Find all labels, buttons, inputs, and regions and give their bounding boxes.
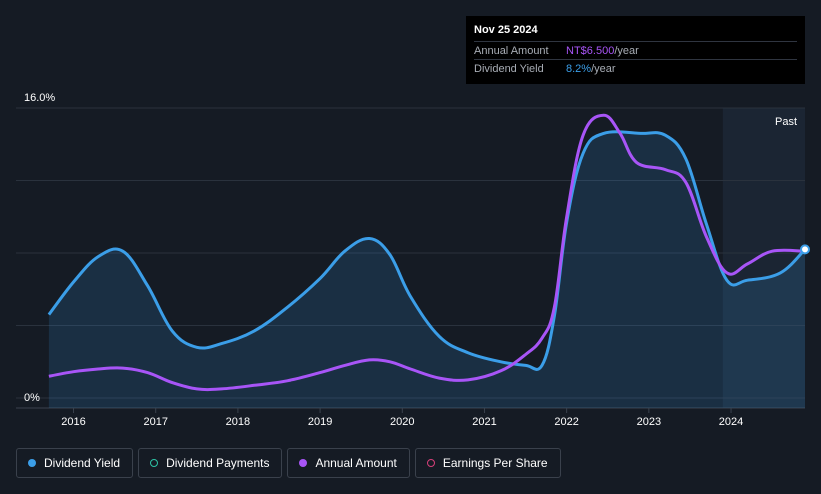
legend-annual-amount[interactable]: Annual Amount — [287, 448, 410, 478]
end-marker — [800, 244, 810, 255]
tooltip-date: Nov 25 2024 — [474, 24, 538, 36]
x-axis: 2016 2017 2018 2019 2020 2021 2022 2023 2024 — [61, 408, 743, 428]
legend-dot-icon — [426, 459, 435, 467]
tooltip-key: Dividend Yield — [474, 62, 544, 75]
y-tick-label-bottom: 0% — [24, 392, 40, 404]
x-tick-label: 2018 — [226, 416, 250, 428]
legend-dividend-payments[interactable]: Dividend Payments — [138, 448, 283, 478]
x-tick-label: 2020 — [390, 416, 414, 428]
x-tick-label: 2019 — [308, 416, 332, 428]
x-tick-label: 2022 — [554, 416, 578, 428]
legend-label: Dividend Payments — [166, 456, 270, 470]
tooltip-row-annual-amount: Annual Amount NT$6.500 /year — [474, 41, 797, 59]
tooltip-value: 8.2% — [566, 62, 592, 75]
legend-label: Earnings Per Share — [442, 456, 548, 470]
tooltip: Nov 25 2024 Annual Amount NT$6.500 /year… — [466, 16, 805, 84]
dividend-yield-line — [47, 130, 807, 371]
legend: Dividend Yield Dividend Payments Annual … — [16, 448, 561, 480]
legend-label: Annual Amount — [315, 456, 397, 470]
tooltip-unit: /year — [591, 62, 616, 75]
y-tick-label-top: 16.0% — [24, 92, 55, 104]
legend-dot-icon — [150, 459, 159, 467]
tooltip-unit: /year — [614, 44, 639, 57]
x-tick-label: 2017 — [143, 416, 167, 428]
gridlines — [16, 107, 805, 409]
x-tick-label: 2024 — [719, 416, 743, 428]
tooltip-key: Annual Amount — [474, 44, 549, 57]
x-tick-label: 2023 — [637, 416, 661, 428]
legend-dividend-yield[interactable]: Dividend Yield — [16, 448, 134, 478]
tooltip-row-dividend-yield: Dividend Yield 8.2% /year — [474, 59, 797, 77]
annual-amount-line — [48, 113, 806, 392]
legend-earnings-per-share[interactable]: Earnings Per Share — [414, 448, 561, 478]
legend-dot-icon — [28, 459, 36, 467]
x-tick-label: 2016 — [61, 416, 85, 428]
x-tick-label: 2021 — [472, 416, 496, 428]
legend-label: Dividend Yield — [44, 456, 121, 470]
legend-dot-icon — [299, 459, 308, 467]
past-label: Past — [775, 116, 797, 128]
past-region — [722, 108, 805, 408]
tooltip-value: NT$6.500 — [566, 44, 615, 57]
